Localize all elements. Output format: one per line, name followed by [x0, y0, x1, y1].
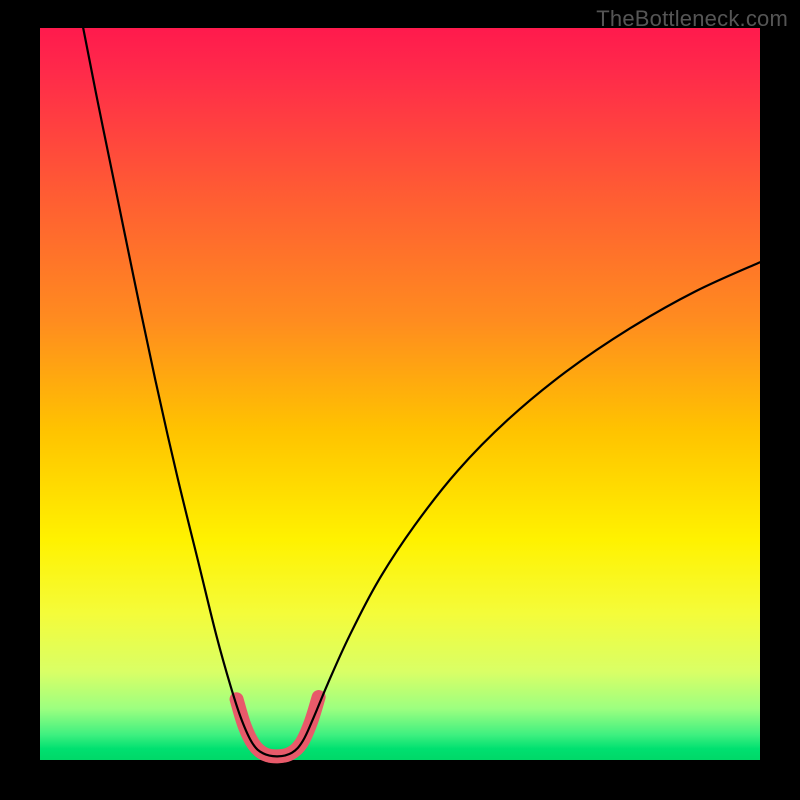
highlight-path: [237, 697, 319, 756]
watermark-text: TheBottleneck.com: [596, 6, 788, 32]
chart-svg: [40, 28, 760, 760]
main-curve-path: [83, 28, 760, 756]
chart-frame: TheBottleneck.com: [0, 0, 800, 800]
plot-area: [40, 28, 760, 760]
